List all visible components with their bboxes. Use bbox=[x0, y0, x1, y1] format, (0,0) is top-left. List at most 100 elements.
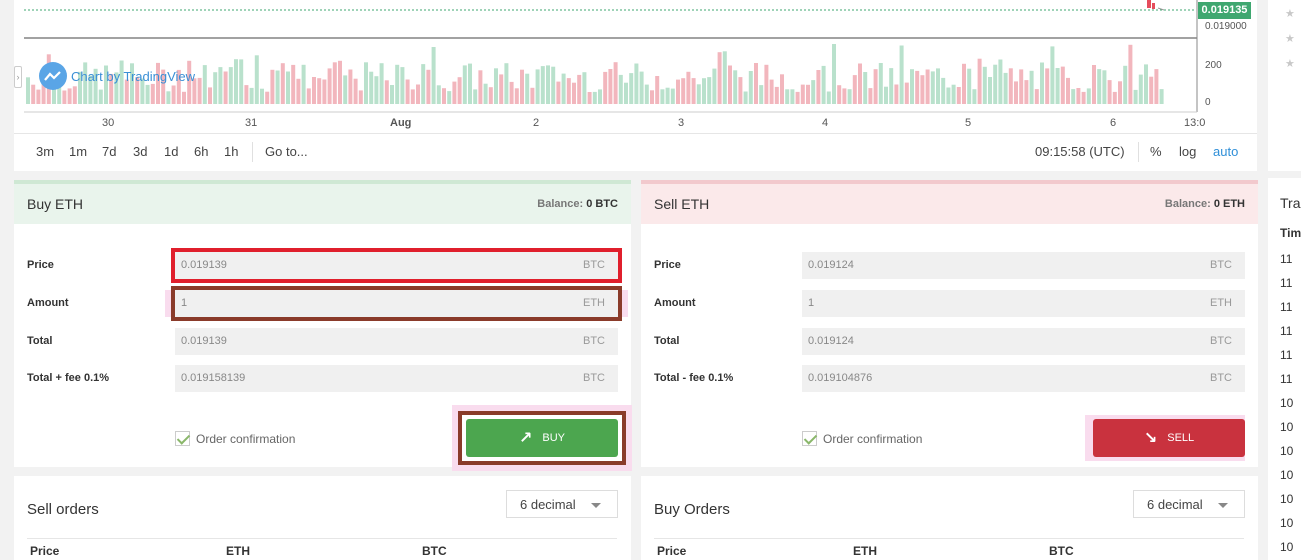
buy-price-input[interactable]: 0.019139 BTC bbox=[171, 248, 622, 283]
buy-button-highlight bbox=[458, 411, 626, 465]
volume-bar bbox=[395, 64, 400, 104]
star-icon[interactable]: ★ bbox=[1285, 33, 1295, 45]
buy-fee-field[interactable]: 0.019158139 BTC bbox=[175, 365, 618, 392]
star-icon[interactable]: ★ bbox=[1285, 8, 1295, 20]
volume-bar bbox=[119, 60, 124, 104]
buy-orders-decimal-select[interactable]: 6 decimal bbox=[1133, 490, 1245, 518]
volume-bar bbox=[738, 77, 743, 104]
volume-bar bbox=[223, 71, 228, 104]
divider bbox=[27, 538, 617, 539]
volume-bar bbox=[488, 87, 493, 104]
volume-bar bbox=[150, 83, 155, 104]
buy-orders-panel: Buy Orders 6 decimal Price ETH BTC bbox=[641, 476, 1258, 560]
volume-bar bbox=[1133, 89, 1138, 104]
volume-bar bbox=[910, 69, 914, 104]
volume-bar bbox=[483, 83, 488, 104]
volume-bar bbox=[748, 71, 753, 104]
volume-bar bbox=[915, 70, 920, 104]
buy-amount-input[interactable]: 1 ETH bbox=[171, 286, 622, 321]
chevron-down-icon bbox=[1218, 503, 1228, 508]
volume-bar bbox=[400, 67, 405, 104]
sell-confirm-checkbox[interactable] bbox=[802, 431, 817, 446]
volume-bar bbox=[551, 66, 556, 104]
volume-bar bbox=[852, 75, 857, 104]
volume-bar bbox=[192, 78, 197, 104]
sell-orders-decimal-select[interactable]: 6 decimal bbox=[506, 490, 618, 518]
buy-price-value: 0.019139 bbox=[181, 259, 227, 271]
volume-bar bbox=[972, 89, 977, 104]
volume-bar bbox=[202, 65, 207, 104]
volume-bar bbox=[780, 74, 784, 104]
sell-total-value: 0.019124 bbox=[808, 335, 854, 347]
auto-toggle[interactable]: auto bbox=[1213, 144, 1239, 159]
sell-panel: Sell ETH Balance: 0 ETH Price 0.019124 B… bbox=[641, 180, 1258, 467]
range-1h-button[interactable]: 1h bbox=[224, 144, 239, 159]
volume-bar bbox=[582, 72, 587, 104]
tradingview-badge[interactable]: Chart by TradingView bbox=[39, 62, 195, 90]
goto-button[interactable]: Go to... bbox=[265, 144, 308, 159]
volume-bar bbox=[369, 71, 374, 104]
trade-history-time: 11 bbox=[1280, 372, 1293, 386]
volume-bar bbox=[1128, 44, 1133, 104]
trade-history-time-header: Tim bbox=[1280, 226, 1301, 240]
volume-bar bbox=[676, 79, 680, 104]
volume-bar bbox=[514, 88, 519, 104]
volume-bar bbox=[31, 84, 36, 104]
volume-bar bbox=[332, 62, 337, 104]
sell-panel-header: Sell ETH Balance: 0 ETH bbox=[641, 184, 1258, 224]
volume-bar bbox=[774, 86, 779, 104]
volume-bar bbox=[442, 88, 446, 104]
volume-bar bbox=[161, 69, 166, 104]
volume-bar bbox=[561, 73, 566, 104]
sell-order-confirmation[interactable]: Order confirmation bbox=[802, 431, 922, 446]
range-3m-button[interactable]: 3m bbox=[36, 144, 55, 159]
log-toggle[interactable]: log bbox=[1179, 144, 1197, 159]
volume-bar bbox=[639, 71, 644, 104]
volume-bar bbox=[546, 65, 550, 104]
volume-bar bbox=[790, 89, 795, 104]
volume-bar bbox=[348, 69, 353, 104]
range-1m-button[interactable]: 1m bbox=[69, 144, 88, 159]
volume-bar bbox=[988, 77, 992, 104]
volume-bar bbox=[878, 63, 883, 104]
volume-bar bbox=[410, 89, 415, 104]
buy-confirm-checkbox[interactable] bbox=[175, 431, 190, 446]
volume-bar bbox=[665, 87, 670, 104]
volume-bar bbox=[301, 64, 306, 104]
volume-bar bbox=[1138, 74, 1143, 104]
volume-bar bbox=[951, 84, 956, 104]
sell-total-field[interactable]: 0.019124 BTC bbox=[802, 328, 1245, 355]
chart-canvas[interactable]: 30 31 Aug 2 3 4 5 6 13:0 bbox=[14, 0, 1257, 133]
star-icon[interactable]: ★ bbox=[1285, 58, 1295, 70]
volume-bar bbox=[1123, 65, 1128, 104]
volume-bar bbox=[270, 69, 275, 104]
buy-order-confirmation[interactable]: Order confirmation bbox=[175, 431, 295, 446]
volume-bar bbox=[260, 88, 264, 104]
volume-bar bbox=[520, 69, 524, 104]
percent-toggle[interactable]: % bbox=[1150, 144, 1162, 159]
sell-amount-input[interactable]: 1 ETH bbox=[802, 290, 1245, 317]
volume-bar bbox=[1092, 65, 1096, 104]
volume-bar bbox=[998, 59, 1003, 104]
volume-bar bbox=[421, 64, 426, 104]
range-6h-button[interactable]: 6h bbox=[194, 144, 209, 159]
volume-bar bbox=[858, 63, 862, 104]
buy-total-field[interactable]: 0.019139 BTC bbox=[175, 328, 618, 355]
sell-total-row: Total 0.019124 BTC bbox=[654, 328, 1245, 355]
price-chart[interactable]: 30 31 Aug 2 3 4 5 6 13:0 0.019135 0.019000 200 0… bbox=[14, 0, 1257, 171]
sell-price-input[interactable]: 0.019124 BTC bbox=[802, 252, 1245, 279]
volume-bar bbox=[171, 85, 176, 104]
volume-bar bbox=[795, 91, 800, 104]
volume-bar bbox=[109, 73, 114, 104]
range-7d-button[interactable]: 7d bbox=[102, 144, 117, 159]
trade-history-time: 11 bbox=[1280, 348, 1293, 362]
volume-bar bbox=[967, 68, 972, 104]
sell-button[interactable]: ↘ SELL bbox=[1093, 419, 1245, 457]
range-3d-button[interactable]: 3d bbox=[133, 144, 148, 159]
buy-button[interactable]: ↗ BUY bbox=[466, 419, 618, 457]
chart-side-handle[interactable]: › bbox=[14, 66, 22, 88]
range-1d-button[interactable]: 1d bbox=[164, 144, 179, 159]
volume-bar bbox=[218, 67, 223, 104]
sell-fee-field[interactable]: 0.019104876 BTC bbox=[802, 365, 1245, 392]
sell-total-label: Total bbox=[654, 335, 680, 347]
